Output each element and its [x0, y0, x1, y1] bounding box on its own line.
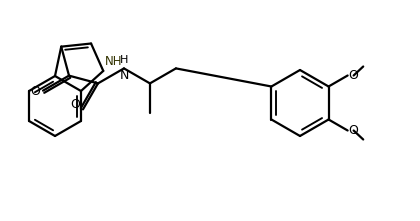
Text: H: H: [120, 55, 128, 65]
Text: O: O: [349, 124, 359, 137]
Text: N: N: [119, 69, 129, 82]
Text: O: O: [349, 69, 359, 82]
Text: NH: NH: [105, 55, 123, 68]
Text: O: O: [30, 85, 40, 98]
Text: O: O: [70, 98, 80, 111]
